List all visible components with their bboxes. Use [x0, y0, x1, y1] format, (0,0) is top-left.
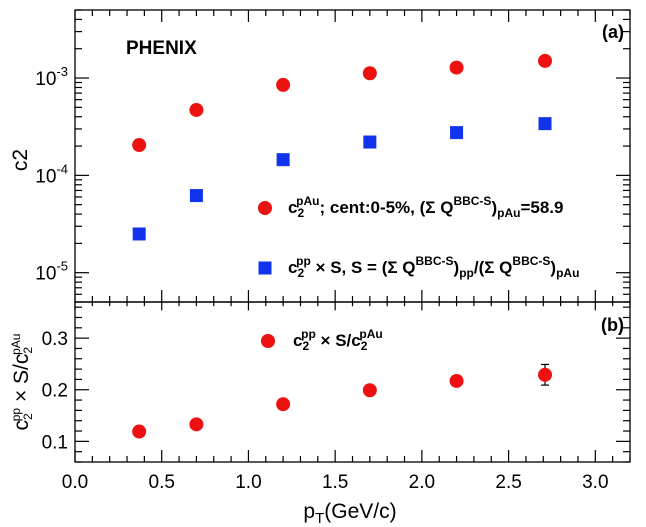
legend-label-c2-pp-part: /(Σ Q	[474, 258, 513, 277]
panel-a-y-axis-title: c2	[9, 149, 32, 171]
panel-b-y-axis-title-part: pAu	[9, 334, 23, 355]
panel-b-legend: c2pp × S/c2pAu	[261, 327, 383, 354]
legend-label-c2-pp-part: )	[454, 258, 460, 277]
panel-b-y-axis-title-part: × S/c	[10, 354, 33, 408]
c2-pp-scaled-point	[189, 189, 203, 203]
c2-pp-scaled-point	[132, 227, 146, 241]
legend-label-c2-pp: c2pp × S, S = (Σ QBBC-S)pp/(Σ QBBC-S)pAu	[288, 254, 579, 281]
panel-a-tag: (a)	[602, 22, 624, 42]
legend-label-c2-pp-part: BBC-S	[416, 254, 454, 268]
y-tick-label: 0.1	[42, 432, 68, 453]
panel-b-x-axis: 0.0 0.5 1.0 1.5 2.0 2.5 3.0	[62, 302, 631, 493]
experiment-label: PHENIX	[126, 38, 197, 59]
panel-b-y-axis-title-part: 2	[21, 413, 35, 420]
x-axis-title: pT(GeV/c)	[303, 500, 396, 527]
y-tick-label-exponent: -4	[56, 161, 68, 176]
legend-label-c2-pau-part: c	[288, 198, 297, 217]
y-tick-label: 0.3	[42, 329, 68, 350]
panel-b-y-axis-title-part: pp	[9, 408, 23, 422]
ratio-point	[538, 367, 553, 382]
legend-label-c2-pau-part: )	[491, 198, 497, 217]
legend-label-c2-pau: c2pAu; cent:0-5%, (Σ QBBC-S)pAu=58.9	[288, 194, 563, 221]
legend-label-c2-pp-part: c	[288, 258, 297, 277]
legend-label-c2-pau-part: =58.9	[520, 198, 563, 217]
legend-label-c2-pau-part: ; cent:0-5%, (Σ Q	[319, 198, 453, 217]
panel-b-y-axis: 0.1 0.2 0.3	[42, 306, 630, 463]
legend-label-c2-pau-part: 2	[297, 206, 304, 220]
panel-b-y-axis-title-part: 2	[21, 347, 35, 354]
legend-label-ratio-part: 2	[361, 339, 368, 353]
legend-label-c2-pp-part: × S, S = (Σ Q	[311, 258, 416, 277]
legend-label-ratio: c2pp × S/c2pAu	[293, 327, 383, 354]
y-tick-label-base: 10	[35, 264, 56, 285]
legend-label-c2-pp-part: BBC-S	[512, 254, 550, 268]
ratio-point	[189, 417, 204, 432]
legend-label-c2-pau-part: pAu	[296, 194, 319, 208]
c2-pau-point	[362, 66, 377, 81]
y-tick-label: 10-4	[35, 161, 68, 187]
ratio-point	[132, 424, 147, 439]
x-tick-label: 3.0	[582, 472, 608, 493]
c2-pau-point	[189, 102, 204, 117]
legend-label-c2-pau-part: pAu	[497, 206, 520, 220]
c2-pp-scaled-point	[538, 117, 552, 131]
y-tick-label: 0.2	[42, 381, 68, 402]
legend-label-c2-pp-part: pAu	[556, 266, 579, 280]
legend-label-c2-pau-part: BBC-S	[453, 194, 491, 208]
panel-a: 10-510-410-3 PHENIX (a) c2 c2pAu; cent:0…	[9, 9, 631, 303]
x-tick-label: 1.5	[322, 472, 348, 493]
panel-a-x-ticks	[74, 10, 631, 302]
legend-label-c2-pp-part: pp	[459, 266, 474, 280]
y-tick-label: 10-5	[35, 259, 68, 285]
panel-b-y-axis-title-part: c	[10, 420, 33, 431]
y-tick-label-base: 10	[35, 69, 56, 90]
ratio-point	[276, 397, 291, 412]
c2-pau-point	[132, 138, 147, 153]
c2-pp-scaled-point	[450, 126, 464, 140]
panel-a-legend: c2pAu; cent:0-5%, (Σ QBBC-S)pAu=58.9c2pp…	[258, 194, 579, 281]
panel-a-y-axis: 10-510-410-3	[35, 9, 630, 303]
legend-label-ratio-part: × S/c	[316, 331, 361, 350]
ratio-point	[449, 373, 464, 388]
legend-label-ratio-part: pp	[301, 327, 316, 341]
legend-label-ratio-part: pAu	[359, 327, 382, 341]
legend-marker-ratio	[261, 334, 275, 348]
x-tick-label: 1.0	[235, 472, 261, 493]
legend-label-ratio-part: c	[293, 331, 302, 350]
legend-marker-c2-pp	[258, 261, 272, 275]
panel-b: 0.10.20.3 0.0 0.5 1.0 1.5 2.0 2.5 3.0 (b) c2pp…	[9, 301, 631, 527]
c2-pp-scaled-point	[363, 135, 377, 149]
legend-label-c2-pp-part: 2	[297, 266, 304, 280]
y-tick-label-exponent: -3	[56, 64, 68, 79]
c2-pp-scaled-point	[276, 153, 290, 167]
panel-b-y-axis-title: c2pp × S/c2pAu	[9, 334, 36, 431]
legend-label-ratio-part: 2	[302, 339, 309, 353]
c2-pau-point	[449, 60, 464, 75]
x-tick-label: 0.0	[62, 472, 88, 493]
x-tick-label: 0.5	[149, 472, 175, 493]
panel-b-tag: (b)	[601, 315, 624, 335]
y-tick-label-exponent: -5	[56, 259, 68, 274]
panel-a-markers	[132, 53, 553, 241]
legend-label-c2-pp-part: )	[550, 258, 556, 277]
panel-b-markers	[132, 363, 553, 439]
x-tick-label: 2.5	[495, 472, 521, 493]
y-tick-label-base: 10	[35, 166, 56, 187]
legend-marker-c2-pau	[258, 201, 272, 215]
c2-pau-point	[538, 53, 553, 68]
legend-label-c2-pp-part: pp	[296, 254, 311, 268]
x-tick-label: 2.0	[409, 472, 435, 493]
ratio-point	[362, 383, 377, 398]
y-tick-label: 10-3	[35, 64, 68, 90]
c2-pau-point	[276, 77, 291, 92]
panel-b-frame	[74, 301, 631, 463]
